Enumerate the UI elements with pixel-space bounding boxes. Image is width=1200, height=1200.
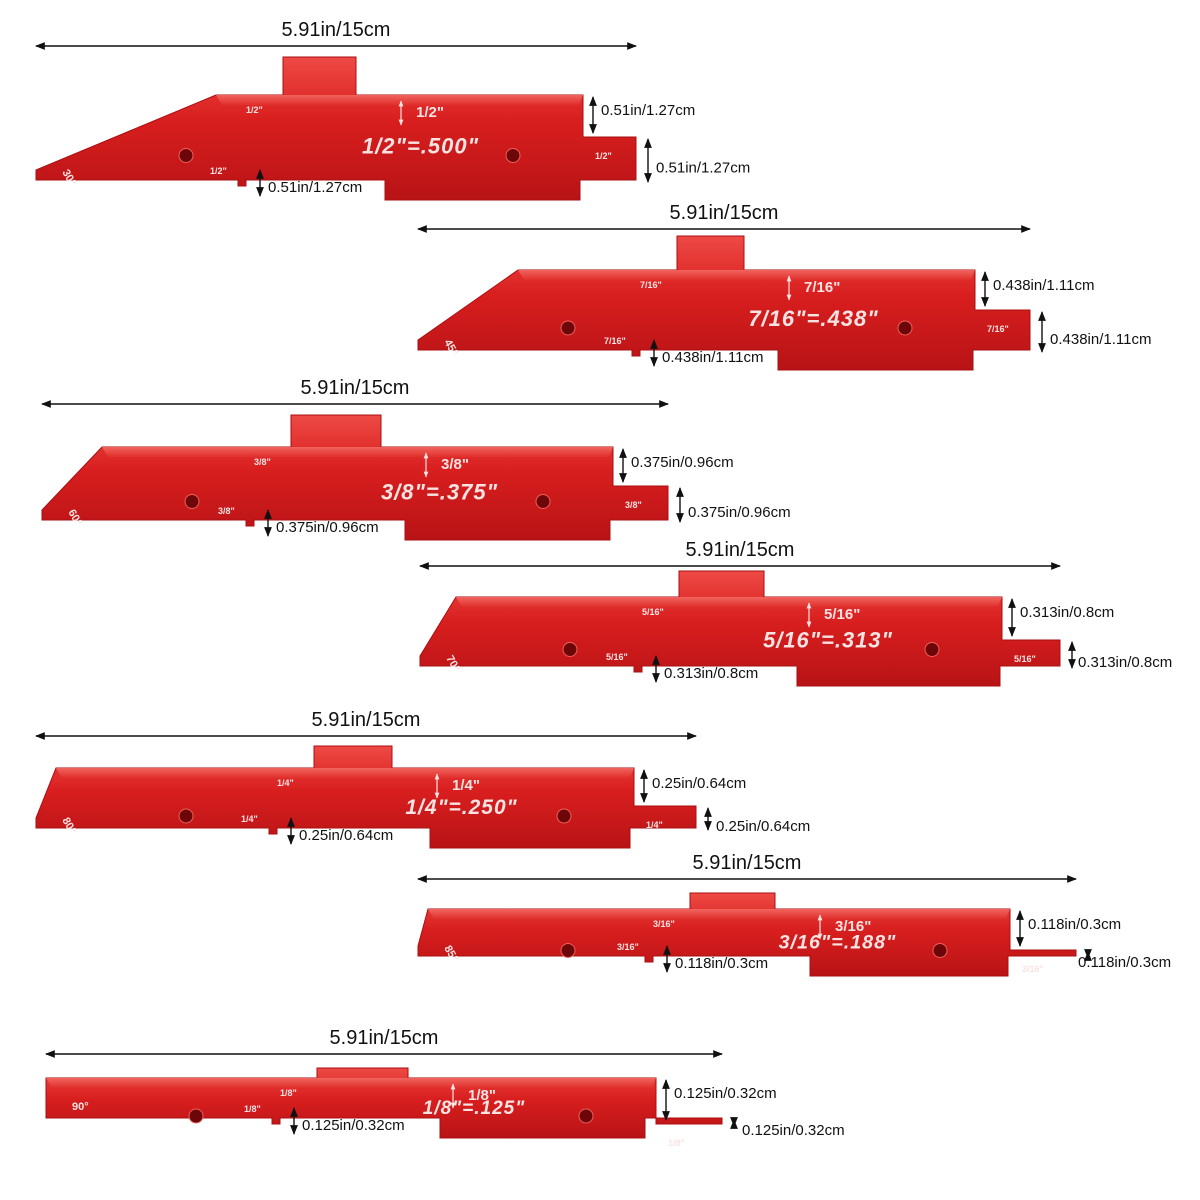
slot-dimension-label: 0.375in/0.96cm	[276, 519, 379, 536]
mounting-hole	[184, 494, 200, 509]
engraved-tab-label: 3/8"	[254, 457, 271, 467]
engraved-main-label: 1/8"=.125"	[423, 1098, 526, 1119]
engraved-tab-label: 7/16"	[640, 280, 662, 290]
engraved-slot-label: 1/4"	[241, 814, 258, 824]
gauge-6: 5.91in/15cm3/16"=.188"3/16"3/16"3/16"3/1…	[417, 852, 1171, 977]
end-step-dimension-label: 0.375in/0.96cm	[688, 504, 791, 521]
slot-dimension-label: 0.25in/0.64cm	[299, 827, 393, 844]
slot-dimension-label: 0.313in/0.8cm	[664, 665, 758, 682]
top-bevel	[456, 597, 1002, 607]
gauge-2: 5.91in/15cm 7/16"=.438" 7/16" 7/16" 7/16" 7/1…	[417, 202, 1151, 371]
gauge-5: 5.91in/15cm1/4"=.250"1/4"1/4"1/4"1/4"80°…	[35, 709, 810, 849]
length-label: 5.91in/15cm	[312, 709, 421, 731]
gauge-3: 5.91in/15cm3/8"=.375"3/8"3/8"3/8"3/8"60°…	[41, 377, 791, 541]
end-step-dimension-label: 0.438in/1.11cm	[1050, 331, 1151, 348]
top-step-dimension-label: 0.375in/0.96cm	[631, 454, 734, 471]
gauge-body	[41, 414, 669, 541]
length-label: 5.91in/15cm	[301, 377, 410, 399]
length-label: 5.91in/15cm	[282, 19, 391, 41]
engraved-step-label: 5/16"	[824, 606, 860, 623]
mounting-hole	[932, 943, 948, 958]
engraved-end-label: 1/4"	[646, 820, 663, 830]
top-step-dimension-label: 0.118in/0.3cm	[1028, 916, 1121, 933]
length-label: 5.91in/15cm	[686, 539, 795, 561]
end-step-dimension-label: 0.125in/0.32cm	[742, 1122, 845, 1139]
engraved-main-label: 5/16"=.313"	[763, 628, 893, 653]
engraved-main-label: 7/16"=.438"	[748, 306, 878, 331]
mounting-hole	[560, 320, 576, 336]
engraved-slot-label: 3/16"	[617, 942, 639, 952]
slot-dimension-label: 0.51in/1.27cm	[268, 179, 362, 196]
mounting-hole	[562, 642, 578, 657]
end-step-dimension-label: 0.313in/0.8cm	[1078, 654, 1172, 671]
engraved-step-label: 1/8"	[468, 1087, 496, 1104]
gauge-4: 5.91in/15cm 5/16"=.313" 5/16" 5/16" 5/16" 5/1…	[419, 539, 1172, 687]
engraved-end-label: 1/8"	[668, 1138, 685, 1148]
top-step-dimension-label: 0.125in/0.32cm	[674, 1085, 777, 1102]
top-step-dimension-label: 0.51in/1.27cm	[601, 102, 695, 119]
engraved-end-label: 3/8"	[625, 500, 642, 510]
engraved-step-label: 3/8"	[441, 456, 469, 473]
mounting-hole	[178, 808, 194, 824]
engraved-end-label: 3/16"	[1022, 964, 1044, 974]
engraved-tab-label: 1/2"	[246, 105, 263, 115]
engraved-end-label: 5/16"	[1014, 654, 1036, 664]
engraved-slot-label: 1/2"	[210, 166, 227, 176]
slot-dimension-label: 0.438in/1.11cm	[662, 349, 763, 366]
engraved-end-label: 1/2"	[595, 151, 612, 161]
gauge-7: 5.91in/15cm1/8"=.125"1/8"1/8"1/8"1/8"90°…	[45, 1027, 845, 1148]
engraved-angle-label: 90°	[72, 1101, 89, 1113]
engraved-main-label: 1/4"=.250"	[405, 796, 517, 819]
engraved-step-label: 1/4"	[452, 777, 480, 794]
engraved-slot-label: 5/16"	[606, 652, 628, 662]
engraved-step-label: 7/16"	[804, 279, 840, 296]
slot-dimension-label: 0.118in/0.3cm	[675, 955, 768, 972]
top-bevel	[46, 1078, 656, 1088]
engraved-end-label: 7/16"	[987, 324, 1009, 334]
engraved-slot-label: 7/16"	[604, 336, 626, 346]
end-step-dimension-label: 0.25in/0.64cm	[716, 818, 810, 835]
engraved-main-label: 1/2"=.500"	[362, 134, 479, 159]
engraved-tab-label: 3/16"	[653, 919, 675, 929]
end-step-dimension-label: 0.118in/0.3cm	[1078, 954, 1171, 971]
top-bevel	[518, 270, 975, 280]
slot-dimension-label: 0.125in/0.32cm	[302, 1117, 405, 1134]
top-step-dimension-label: 0.438in/1.11cm	[993, 277, 1094, 294]
engraved-main-label: 3/8"=.375"	[381, 480, 498, 505]
mounting-hole	[556, 808, 572, 824]
engraved-tab-label: 1/8"	[280, 1088, 297, 1098]
engraved-step-label: 3/16"	[835, 918, 871, 935]
top-bevel	[56, 768, 634, 778]
length-label: 5.91in/15cm	[693, 852, 802, 874]
top-step-dimension-label: 0.313in/0.8cm	[1020, 604, 1114, 621]
mounting-hole	[505, 148, 521, 163]
top-bevel	[428, 909, 1010, 919]
mounting-hole	[924, 642, 940, 657]
top-bevel	[102, 447, 613, 457]
mounting-hole	[178, 148, 194, 163]
engraved-tab-label: 1/4"	[277, 778, 294, 788]
engraved-step-label: 1/2"	[416, 104, 444, 121]
mounting-hole	[578, 1108, 594, 1124]
engraved-slot-label: 1/8"	[244, 1104, 261, 1114]
engraved-main-label: 3/16"=.188"	[779, 932, 897, 954]
mounting-hole	[560, 943, 576, 958]
mounting-hole	[535, 494, 551, 509]
gauge-body	[417, 235, 1031, 371]
length-label: 5.91in/15cm	[670, 202, 779, 224]
gauge-body	[35, 56, 637, 201]
top-bevel	[216, 95, 583, 105]
gauge-1: 5.91in/15cm1/2"=.500"1/2"1/2"1/2"1/2"30°…	[35, 19, 750, 201]
mounting-hole	[188, 1108, 204, 1124]
engraved-tab-label: 5/16"	[642, 607, 664, 617]
end-step-dimension-label: 0.51in/1.27cm	[656, 160, 750, 177]
engraved-slot-label: 3/8"	[218, 506, 235, 516]
length-label: 5.91in/15cm	[330, 1027, 439, 1049]
mounting-hole	[897, 320, 913, 336]
top-step-dimension-label: 0.25in/0.64cm	[652, 775, 746, 792]
